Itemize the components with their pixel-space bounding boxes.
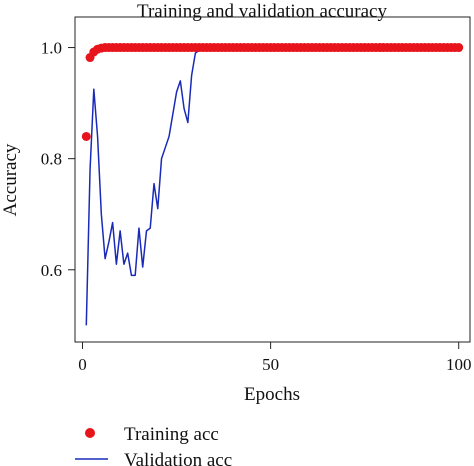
validation-acc-line [85,46,459,326]
x-axis-label: Epochs [244,384,300,405]
y-tick-label: 1.0 [41,39,62,58]
y-axis-label: Accuracy [0,143,21,216]
training-acc-point [81,131,91,141]
chart-title: Training and validation accuracy [137,1,387,22]
training-acc-point [454,43,464,53]
x-axis: 0 50 100 [78,342,471,374]
validation-acc-series [85,46,459,326]
x-tick-label: 50 [262,355,279,374]
legend-training-marker [85,428,95,438]
legend: Training acc Validation acc [75,424,232,466]
legend-validation-label: Validation acc [124,450,232,466]
y-axis: 0.6 0.8 1.0 [41,39,75,280]
plot-frame [74,16,471,343]
x-tick-label: 0 [78,355,87,374]
y-tick-label: 0.6 [41,261,62,280]
x-tick-label: 100 [446,355,472,374]
training-acc-series [81,43,464,141]
legend-training-label: Training acc [124,424,219,445]
y-tick-label: 0.8 [41,150,62,169]
